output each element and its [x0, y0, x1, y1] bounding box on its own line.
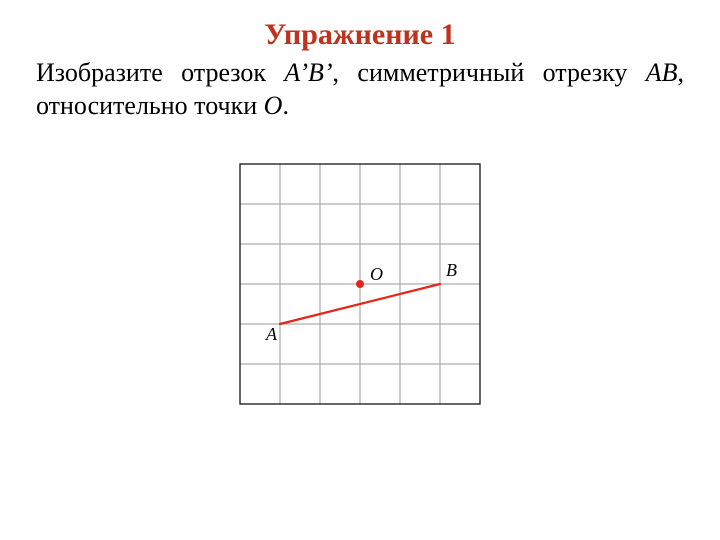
- exercise-text: Изобразите отрезок A’B’, симметричный от…: [36, 57, 684, 122]
- grid-diagram: O A B: [238, 162, 482, 406]
- text-run: .: [282, 91, 289, 120]
- diagram-container: O A B: [36, 162, 684, 406]
- label-B: B: [446, 260, 457, 280]
- point-O: [356, 280, 364, 288]
- exercise-title: Упражнение 1: [36, 18, 684, 51]
- text-run: , симметричный отрезку: [333, 58, 646, 87]
- label-A: A: [265, 324, 278, 344]
- point-label-O: O: [370, 264, 383, 284]
- text-italic-run: AB: [646, 58, 678, 87]
- text-italic-run: A’B’: [284, 58, 332, 87]
- text-run: Изобразите отрезок: [36, 58, 284, 87]
- text-italic-run: O: [264, 91, 283, 120]
- slide: Упражнение 1 Изобразите отрезок A’B’, си…: [0, 0, 720, 540]
